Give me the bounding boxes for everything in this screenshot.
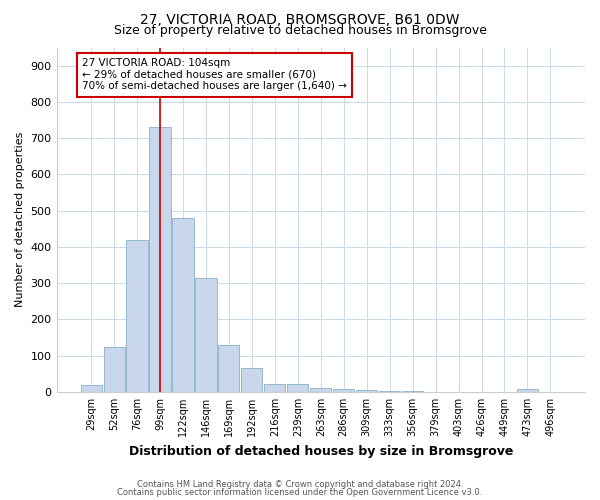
Bar	[218, 345, 239, 392]
Text: Contains public sector information licensed under the Open Government Licence v3: Contains public sector information licen…	[118, 488, 482, 497]
Text: Contains HM Land Registry data © Crown copyright and database right 2024.: Contains HM Land Registry data © Crown c…	[137, 480, 463, 489]
Bar	[104, 346, 125, 392]
Bar	[196, 278, 217, 392]
Bar	[287, 384, 308, 392]
Bar	[402, 391, 423, 392]
Bar	[379, 391, 400, 392]
Bar	[356, 390, 377, 392]
Bar	[241, 368, 262, 392]
Bar	[517, 389, 538, 392]
Bar	[264, 384, 286, 392]
Text: Size of property relative to detached houses in Bromsgrove: Size of property relative to detached ho…	[113, 24, 487, 37]
Bar	[333, 389, 354, 392]
Bar	[127, 240, 148, 392]
Text: 27 VICTORIA ROAD: 104sqm
← 29% of detached houses are smaller (670)
70% of semi-: 27 VICTORIA ROAD: 104sqm ← 29% of detach…	[82, 58, 347, 92]
Bar	[310, 388, 331, 392]
X-axis label: Distribution of detached houses by size in Bromsgrove: Distribution of detached houses by size …	[128, 444, 513, 458]
Text: 27, VICTORIA ROAD, BROMSGROVE, B61 0DW: 27, VICTORIA ROAD, BROMSGROVE, B61 0DW	[140, 12, 460, 26]
Bar	[172, 218, 194, 392]
Bar	[80, 384, 101, 392]
Bar	[149, 128, 170, 392]
Y-axis label: Number of detached properties: Number of detached properties	[15, 132, 25, 308]
